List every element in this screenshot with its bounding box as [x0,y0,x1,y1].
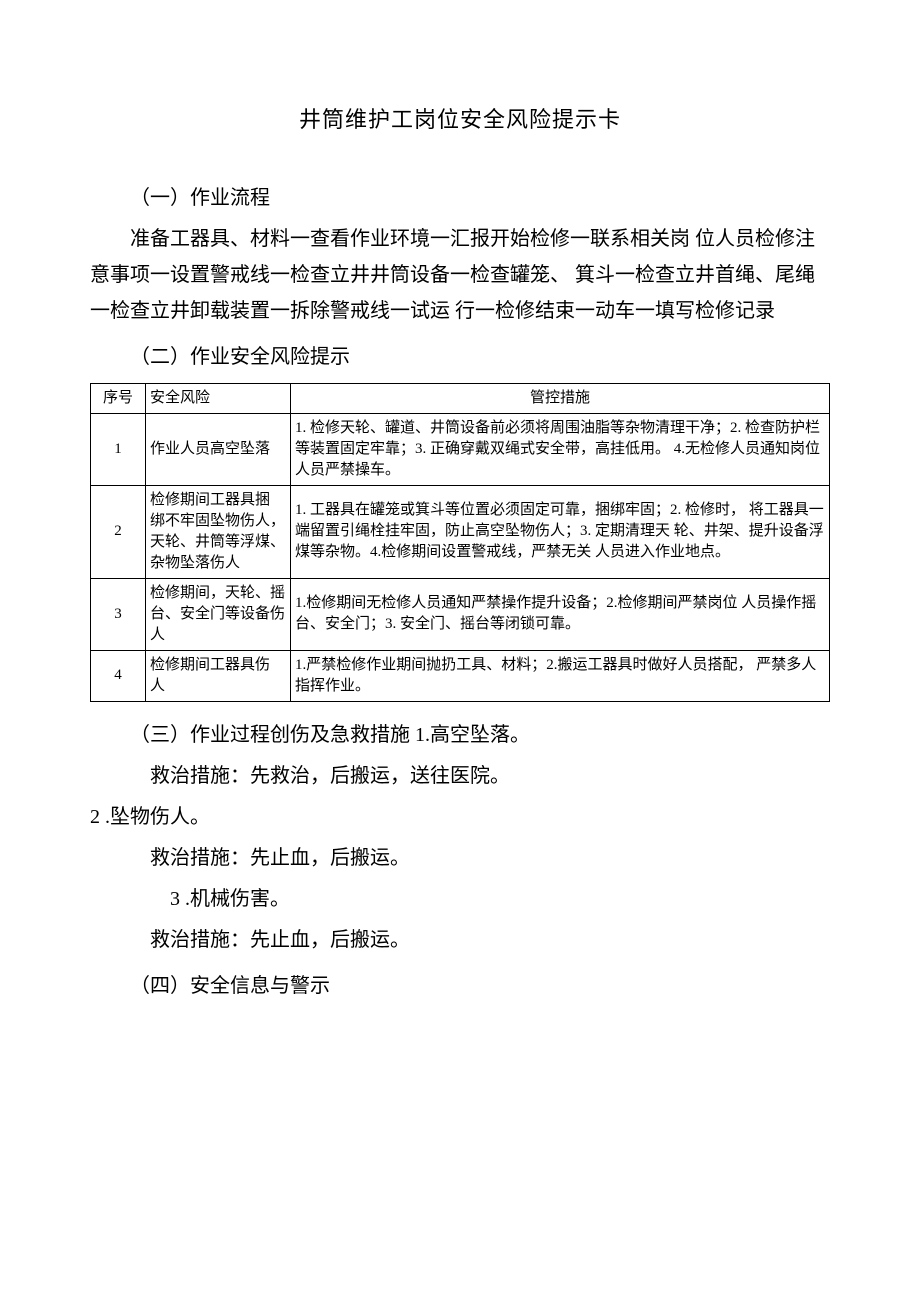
section1-body: 准备工器具、材料一查看作业环境一汇报开始检修一联系相关岗 位人员检修注意事项一设… [90,221,830,329]
cell-risk: 检修期间工器具捆 绑不牢固坠物伤人， 天轮、井筒等浮煤、 杂物坠落伤人 [146,485,291,578]
table-row: 2 检修期间工器具捆 绑不牢固坠物伤人， 天轮、井筒等浮煤、 杂物坠落伤人 1.… [91,485,830,578]
section3-item3-remedy: 救治措施：先止血，后搬运。 [90,922,830,958]
section2-heading: （二）作业安全风险提示 [90,339,830,375]
cell-risk: 作业人员高空坠落 [146,413,291,485]
section4-heading: （四）安全信息与警示 [90,968,830,1004]
cell-num: 1 [91,413,146,485]
section3-item2-remedy: 救治措施：先止血，后搬运。 [90,840,830,876]
risk-table: 序号 安全风险 管控措施 1 作业人员高空坠落 1. 检修天轮、罐道、井筒设备前… [90,383,830,702]
cell-num: 3 [91,578,146,650]
section3-item3-title: 3 .机械伤害。 [90,881,830,917]
cell-risk: 检修期间，天轮、摇台、安全门等设备伤人 [146,578,291,650]
section3-item1-remedy: 救治措施：先救治，后搬运，送往医院。 [90,758,830,794]
cell-risk: 检修期间工器具伤 人 [146,650,291,701]
header-ctrl: 管控措施 [291,383,830,413]
section3-item2-title: 2 .坠物伤人。 [90,799,830,835]
cell-ctrl: 1.检修期间无检修人员通知严禁操作提升设备；2.检修期间严禁岗位 人员操作摇台、… [291,578,830,650]
table-row: 1 作业人员高空坠落 1. 检修天轮、罐道、井筒设备前必须将周围油脂等杂物清理干… [91,413,830,485]
table-row: 3 检修期间，天轮、摇台、安全门等设备伤人 1.检修期间无检修人员通知严禁操作提… [91,578,830,650]
table-header-row: 序号 安全风险 管控措施 [91,383,830,413]
header-risk: 安全风险 [146,383,291,413]
cell-ctrl: 1.严禁检修作业期间抛扔工具、材料；2.搬运工器具时做好人员搭配， 严禁多人指挥… [291,650,830,701]
header-num: 序号 [91,383,146,413]
page-title: 井筒维护工岗位安全风险提示卡 [90,100,830,140]
cell-num: 4 [91,650,146,701]
table-row: 4 检修期间工器具伤 人 1.严禁检修作业期间抛扔工具、材料；2.搬运工器具时做… [91,650,830,701]
section1-heading: （一）作业流程 [90,180,830,216]
cell-num: 2 [91,485,146,578]
section3-heading: （三）作业过程创伤及急救措施 1.高空坠落。 [90,717,830,753]
cell-ctrl: 1. 工器具在罐笼或箕斗等位置必须固定可靠，捆绑牢固；2. 检修时， 将工器具一… [291,485,830,578]
cell-ctrl: 1. 检修天轮、罐道、井筒设备前必须将周围油脂等杂物清理干净；2. 检查防护栏等… [291,413,830,485]
